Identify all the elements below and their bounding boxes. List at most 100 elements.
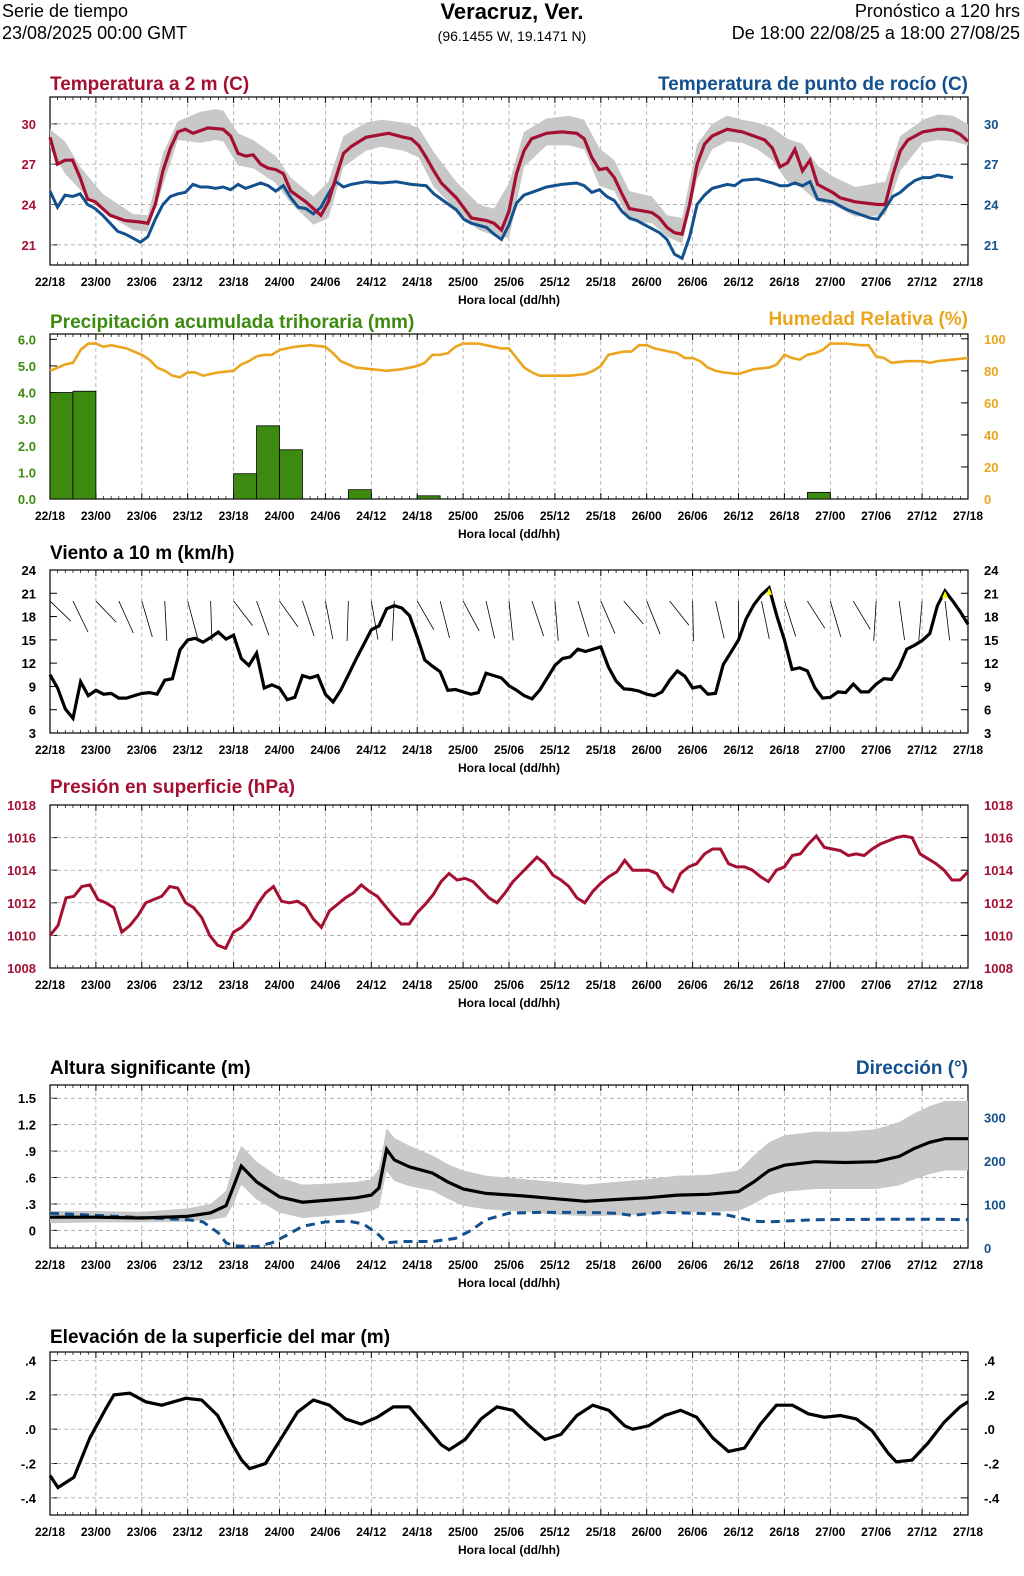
y-tick-label: 3 bbox=[29, 726, 36, 741]
x-tick-label: 27/18 bbox=[953, 1525, 983, 1539]
y-right-tick-label: 15 bbox=[984, 633, 998, 648]
x-tick-label: 25/06 bbox=[494, 275, 524, 289]
x-tick-label: 27/06 bbox=[861, 509, 891, 523]
x-tick-label: 23/12 bbox=[173, 978, 203, 992]
y-right-tick-label: 3 bbox=[984, 726, 991, 741]
x-tick-label: 23/06 bbox=[127, 743, 157, 757]
x-tick-label: 27/00 bbox=[815, 978, 845, 992]
y-right-tick-label: 1014 bbox=[984, 863, 1014, 878]
panel-right-title: Dirección (°) bbox=[856, 1058, 968, 1079]
x-tick-label: 25/06 bbox=[494, 1525, 524, 1539]
y-right-tick-label: 27 bbox=[984, 157, 998, 172]
x-axis-label: Hora local (dd/hh) bbox=[458, 996, 560, 1010]
x-tick-label: 23/18 bbox=[219, 1258, 249, 1272]
x-tick-label: 23/06 bbox=[127, 1525, 157, 1539]
panel-3: 22/18 23/00 23/06 23/12 23/18 24/00 24/06 24/12… bbox=[22, 543, 1000, 775]
wind-barb bbox=[807, 600, 826, 629]
x-tick-label: 25/12 bbox=[540, 1525, 570, 1539]
x-tick-label: 27/00 bbox=[815, 1525, 845, 1539]
header-run-date: 23/08/2025 00:00 GMT bbox=[2, 23, 188, 43]
wind-barb bbox=[623, 600, 644, 625]
x-tick-label: 24/18 bbox=[402, 275, 432, 289]
temperature-line bbox=[48, 126, 970, 236]
x-tick-label: 25/06 bbox=[494, 509, 524, 523]
x-tick-label: 24/06 bbox=[310, 509, 340, 523]
y-tick-label: -.2 bbox=[21, 1457, 36, 1472]
x-tick-label: 27/00 bbox=[815, 275, 845, 289]
x-tick-label: 26/00 bbox=[632, 743, 662, 757]
header-series-label: Serie de tiempo bbox=[2, 1, 129, 21]
precip-bar bbox=[347, 489, 372, 500]
x-tick-label: 26/06 bbox=[678, 978, 708, 992]
wind-barb bbox=[279, 600, 299, 627]
x-tick-label: 24/00 bbox=[264, 1525, 294, 1539]
y-tick-label: 6.0 bbox=[18, 332, 36, 347]
x-tick-label: 25/18 bbox=[586, 275, 616, 289]
wind-barb bbox=[944, 601, 951, 641]
y-tick-label: 24 bbox=[22, 198, 37, 213]
y-tick-label: 24 bbox=[22, 563, 37, 578]
x-tick-label: 24/12 bbox=[356, 275, 386, 289]
y-right-tick-label: 100 bbox=[984, 1198, 1006, 1213]
wind-barb bbox=[49, 600, 72, 622]
y-tick-label: 0 bbox=[29, 1223, 36, 1238]
y-right-tick-label: 1018 bbox=[984, 798, 1013, 813]
x-tick-label: 23/06 bbox=[127, 275, 157, 289]
x-tick-label: 25/00 bbox=[448, 743, 478, 757]
panel-title: Viento a 10 m (km/h) bbox=[50, 543, 234, 564]
y-right-tick-label: .2 bbox=[984, 1388, 995, 1403]
y-right-tick-label: 1016 bbox=[984, 831, 1013, 846]
x-tick-label: 25/18 bbox=[586, 1258, 616, 1272]
x-tick-label: 23/00 bbox=[81, 1525, 111, 1539]
wind-barb bbox=[898, 600, 905, 641]
x-tick-label: 24/00 bbox=[264, 509, 294, 523]
pressure-line bbox=[48, 833, 970, 951]
x-tick-label: 24/00 bbox=[264, 743, 294, 757]
x-tick-label: 24/06 bbox=[310, 1258, 340, 1272]
header-forecast-length: Pronóstico a 120 hrs bbox=[854, 1, 1020, 21]
y-right-tick-label: 9 bbox=[984, 679, 991, 694]
y-tick-label: 12 bbox=[22, 656, 36, 671]
x-tick-label: 26/12 bbox=[723, 1258, 753, 1272]
x-tick-label: 24/06 bbox=[310, 275, 340, 289]
x-tick-label: 27/12 bbox=[907, 978, 937, 992]
x-tick-label: 27/06 bbox=[861, 978, 891, 992]
wind-barb bbox=[462, 600, 480, 631]
y-right-tick-label: -.4 bbox=[984, 1491, 1000, 1506]
y-right-tick-label: -.2 bbox=[984, 1457, 999, 1472]
y-tick-label: 21 bbox=[22, 238, 36, 253]
x-tick-label: 24/18 bbox=[402, 1258, 432, 1272]
x-tick-label: 24/12 bbox=[356, 509, 386, 523]
x-tick-label: 25/12 bbox=[540, 275, 570, 289]
x-tick-label: 23/00 bbox=[81, 978, 111, 992]
wind-barb bbox=[233, 600, 253, 626]
wind-barb bbox=[256, 600, 270, 636]
x-tick-label: 23/12 bbox=[173, 509, 203, 523]
y-right-tick-label: 12 bbox=[984, 656, 998, 671]
x-tick-label: 27/12 bbox=[907, 1525, 937, 1539]
wave-height-line bbox=[50, 1137, 968, 1220]
y-tick-label: 27 bbox=[22, 157, 36, 172]
x-tick-label: 27/06 bbox=[861, 743, 891, 757]
x-axis-label: Hora local (dd/hh) bbox=[458, 761, 560, 775]
humidity-line bbox=[49, 342, 969, 379]
x-tick-label: 26/06 bbox=[678, 509, 708, 523]
wind-barb bbox=[577, 600, 590, 637]
y-right-tick-label: 40 bbox=[984, 428, 998, 443]
x-tick-label: 27/18 bbox=[953, 978, 983, 992]
x-tick-label: 25/18 bbox=[586, 743, 616, 757]
x-tick-label: 26/06 bbox=[678, 1258, 708, 1272]
y-right-tick-label: .4 bbox=[984, 1354, 996, 1369]
x-tick-label: 26/18 bbox=[769, 275, 799, 289]
panel-right-title: Humedad Relativa (%) bbox=[768, 309, 968, 330]
x-tick-label: 25/12 bbox=[540, 509, 570, 523]
x-tick-label: 25/12 bbox=[540, 743, 570, 757]
panel-2: 22/18 23/00 23/06 23/12 23/18 24/00 24/06 24/12… bbox=[18, 309, 1006, 541]
x-tick-label: 23/06 bbox=[127, 509, 157, 523]
x-tick-label: 24/12 bbox=[356, 1258, 386, 1272]
wind-barb bbox=[784, 600, 797, 637]
wind-barb bbox=[508, 601, 514, 641]
wind-barb bbox=[669, 600, 690, 626]
x-tick-label: 22/18 bbox=[35, 509, 65, 523]
y-tick-label: 5.0 bbox=[18, 359, 36, 374]
